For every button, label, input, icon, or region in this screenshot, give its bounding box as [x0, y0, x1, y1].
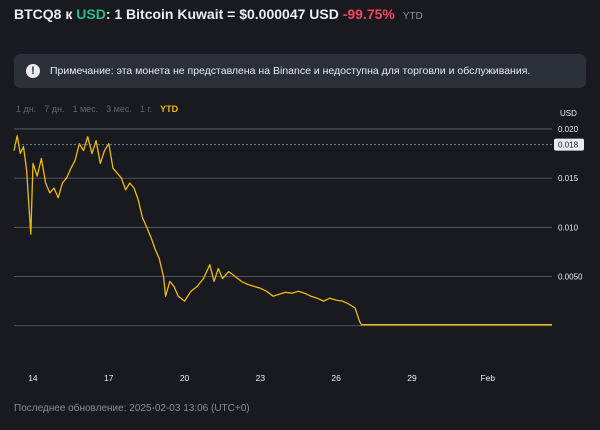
last-update: Последнее обновление: 2025-02-03 13:06 (…	[14, 403, 250, 414]
current-price-badge-bg	[554, 138, 584, 151]
tab-1-year[interactable]: 1 г.	[139, 104, 153, 114]
x-tick-label: Feb	[480, 373, 495, 383]
x-tick-label: 26	[331, 373, 341, 383]
pair-symbol: BTCQ8	[14, 6, 62, 22]
period-label: YTD	[402, 11, 423, 22]
price-line	[13, 135, 552, 326]
tab-ytd[interactable]: YTD	[160, 104, 179, 114]
tab-3-months[interactable]: 3 мес.	[106, 104, 132, 114]
y-tick-label: 0.010	[558, 223, 579, 232]
current-price-label: 0.018	[558, 141, 579, 150]
x-tick-label: 17	[104, 373, 114, 383]
timeframe-tabs: 1 дн. 7 дн. 1 мес. 3 мес. 1 г. YTD	[16, 104, 178, 114]
y-tick-label: 0.0050	[558, 273, 583, 282]
rate-text: : 1 Bitcoin Kuwait = $0.000047 USD	[105, 6, 339, 22]
y-axis-label: USD	[560, 109, 577, 118]
x-tick-label: 14	[28, 373, 38, 383]
notice-banner: ! Примечание: эта монета не представлена…	[14, 54, 586, 88]
tab-1-day[interactable]: 1 дн.	[16, 104, 37, 114]
y-tick-label: 0.020	[558, 125, 579, 134]
x-axis: 14 17 20 23 26 29 Feb	[28, 373, 495, 383]
x-tick-label: 23	[256, 373, 266, 383]
change-percent: -99.75%	[342, 6, 395, 22]
notice-text: Примечание: эта монета не представлена н…	[50, 65, 531, 77]
chart-gridlines	[14, 128, 552, 327]
tab-7-days[interactable]: 7 дн.	[44, 104, 65, 114]
current-price-badge: 0.018	[554, 138, 584, 151]
page-title: BTCQ8 к USD: 1 Bitcoin Kuwait = $0.00004…	[14, 6, 423, 22]
tab-1-month[interactable]: 1 мес.	[72, 104, 99, 114]
exclamation-icon: !	[26, 64, 40, 78]
quote-currency-link[interactable]: USD	[76, 6, 106, 22]
x-tick-label: 29	[407, 373, 417, 383]
pair-connector: к	[65, 6, 73, 22]
x-tick-label: 20	[180, 373, 190, 383]
y-tick-label: 0.015	[558, 174, 579, 183]
y-axis: USD 0.020 0.015 0.010 0.0050	[558, 109, 583, 282]
